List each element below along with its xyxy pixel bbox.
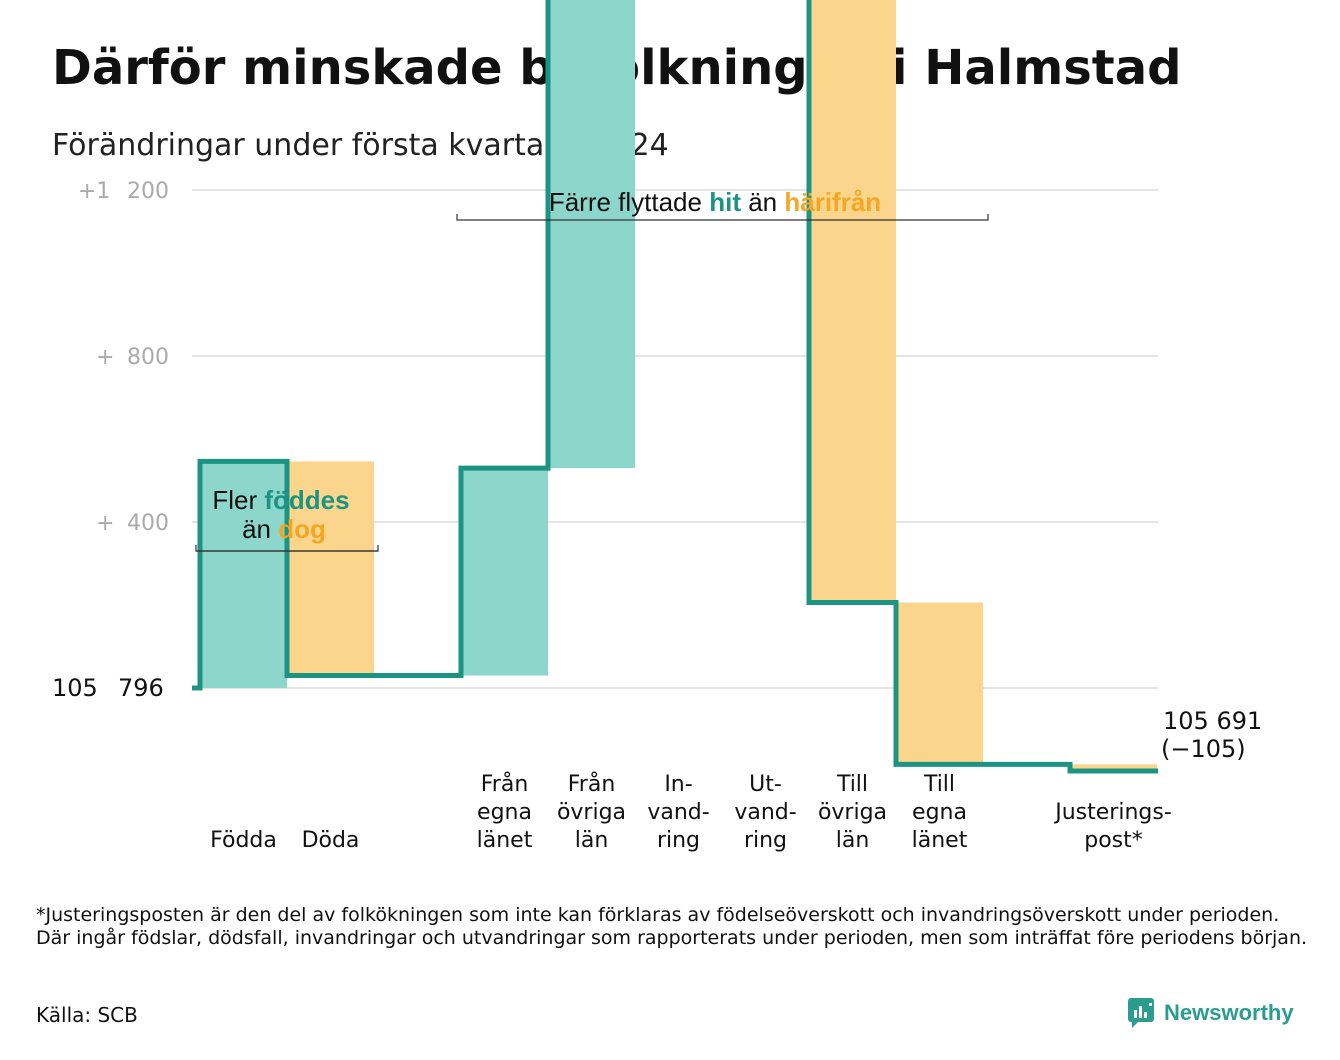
y-tick-prefix: + <box>96 345 114 370</box>
end-value-label: 105 691 <box>1163 707 1262 735</box>
category-label: post* <box>1084 828 1143 853</box>
value-labels: 105 796 105 691(−105) <box>52 674 1262 763</box>
annotation-births-line2: än dog <box>242 514 326 544</box>
end-change-label: (−105) <box>1161 735 1246 763</box>
category-label: Till <box>836 772 868 797</box>
category-label: Justerings- <box>1053 800 1172 825</box>
category-label: länet <box>912 828 968 853</box>
bracket-moves <box>456 214 989 221</box>
start-value-label: 105 <box>52 674 98 702</box>
population-step-line <box>192 0 1158 774</box>
y-tick-label: 200 <box>127 179 169 204</box>
y-tick-label: 800 <box>127 345 169 370</box>
category-label: ring <box>744 828 787 853</box>
bar-döda <box>287 461 374 676</box>
category-label: Födda <box>210 828 277 853</box>
category-label: vand- <box>647 800 709 825</box>
y-tick-labels: +1 200 + 800 + 400 <box>78 179 169 536</box>
category-label: Till <box>923 772 955 797</box>
brand-logo: Newsworthy <box>1128 998 1294 1028</box>
annotation-births-line1: Fler föddes <box>212 485 349 515</box>
category-label: egna <box>912 800 967 825</box>
start-value-label-part: 796 <box>118 674 164 702</box>
bar-till-övriga-län <box>809 0 896 603</box>
brand-name: Newsworthy <box>1164 1000 1294 1025</box>
source-label: Källa: SCB <box>36 1003 138 1027</box>
category-label: Från <box>568 771 616 797</box>
bars <box>200 0 1157 771</box>
category-label: län <box>836 828 870 853</box>
category-label: In- <box>664 772 692 797</box>
category-label: övriga <box>557 800 626 825</box>
bar-till-egna-länet <box>896 602 983 765</box>
category-label: övriga <box>818 800 887 825</box>
waterfall-chart: +1 200 + 800 + 400 Födda Döda Från egna länet Från… <box>52 0 1262 853</box>
y-tick-label: 400 <box>127 511 169 536</box>
category-labels: Födda Döda Från egna länet Från övriga län In-va… <box>210 771 1172 853</box>
bar-justeringspost- <box>1070 764 1157 771</box>
category-label: vand- <box>734 800 796 825</box>
bar-från-övriga-län <box>548 0 635 469</box>
y-tick-prefix: +1 <box>78 179 110 204</box>
step-line <box>192 0 1158 774</box>
category-label: Döda <box>302 828 360 853</box>
bar-från-egna-länet <box>461 468 548 676</box>
footnote: *Justeringsposten är den del av folkökni… <box>36 904 1308 949</box>
y-tick-prefix: + <box>96 511 114 536</box>
category-label: Ut- <box>749 772 782 797</box>
category-label: län <box>575 828 609 853</box>
bar-födda <box>200 461 287 688</box>
newsworthy-logo-icon <box>1128 998 1154 1028</box>
category-label: länet <box>477 828 533 853</box>
category-label: Från <box>481 771 529 797</box>
category-label: ring <box>657 828 700 853</box>
grid-lines <box>192 189 1158 689</box>
category-label: egna <box>477 800 532 825</box>
annotation-moves: Färre flyttade hit än härifrån <box>549 187 881 217</box>
